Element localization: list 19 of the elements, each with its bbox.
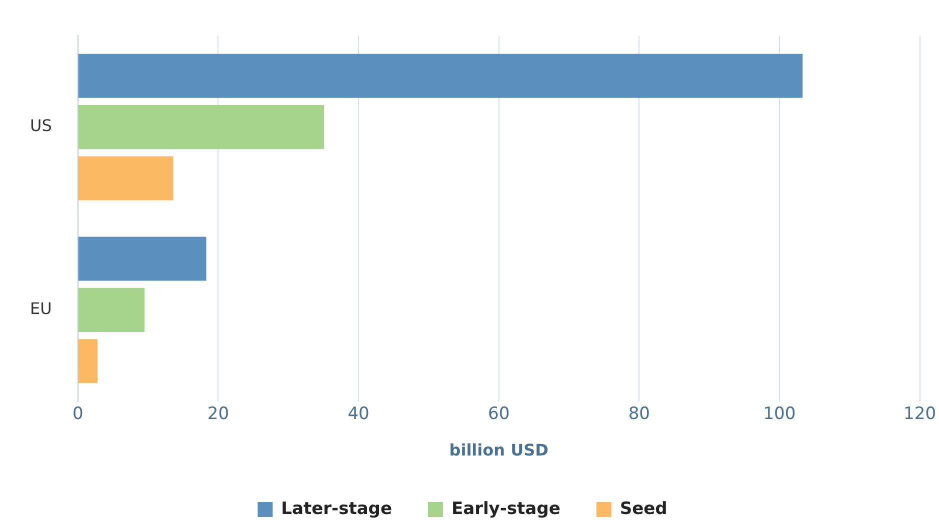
y-tick-label: US: [30, 116, 52, 136]
legend-label: Later-stage: [281, 498, 392, 519]
x-tick-label: 20: [207, 404, 230, 424]
legend-label: Seed: [620, 498, 668, 519]
legend-label: Early-stage: [452, 498, 560, 519]
y-tick-label: EU: [30, 299, 52, 318]
bar: [78, 236, 206, 281]
x-tick-label: 0: [72, 404, 84, 424]
bar: [78, 54, 803, 98]
x-tick-label: 120: [904, 404, 936, 424]
x-tick-label: 100: [763, 404, 796, 424]
bar: [78, 288, 145, 332]
bar: [78, 339, 98, 384]
bar: [78, 156, 174, 200]
x-tick-label: 40: [348, 404, 370, 424]
x-tick-label: 60: [488, 404, 510, 424]
x-tick-label: 80: [628, 404, 650, 424]
bar: [78, 105, 324, 150]
x-axis-title: billion USD: [449, 440, 548, 460]
